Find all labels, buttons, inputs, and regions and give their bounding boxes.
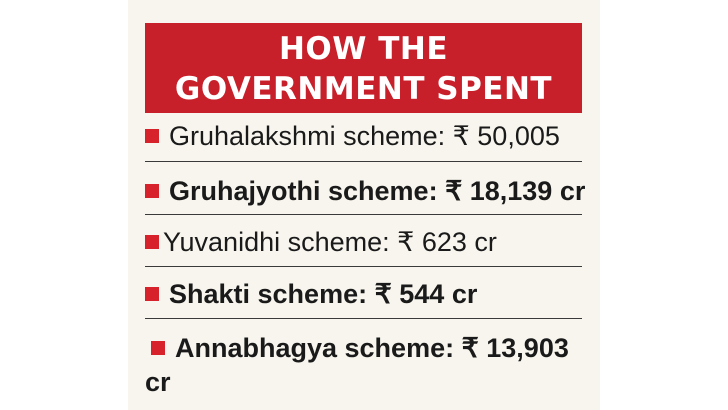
list-item-yuvanidhi: Yuvanidhi scheme: ₹ 623 cr (145, 226, 582, 258)
list-item-shakti: Shakti scheme: ₹ 544 cr (145, 278, 582, 310)
divider (145, 318, 582, 319)
list-item-label: Gruhalakshmi scheme: ₹ 50,005 (169, 121, 560, 151)
divider (145, 214, 582, 215)
red-square-bullet-icon (145, 286, 159, 301)
list-item-label: Annabhagya scheme: ₹ 13,903 (175, 333, 569, 363)
red-square-bullet-icon (145, 234, 159, 249)
list-item-gruhalakshmi: Gruhalakshmi scheme: ₹ 50,005 (145, 120, 582, 152)
infographic-header: HOW THE GOVERNMENT SPENT (145, 23, 582, 113)
list-item-annabhagya-continuation: cr (145, 366, 582, 398)
header-line-1: HOW THE (278, 31, 449, 67)
list-item-gruhajyothi: Gruhajyothi scheme: ₹ 18,139 cr (145, 175, 586, 207)
divider (145, 161, 582, 162)
divider (145, 266, 582, 267)
red-square-bullet-icon (151, 340, 165, 355)
list-item-label: Gruhajyothi scheme: ₹ 18,139 cr (169, 176, 586, 206)
red-square-bullet-icon (145, 128, 159, 143)
list-item-annabhagya: Annabhagya scheme: ₹ 13,903 (145, 332, 582, 364)
red-square-bullet-icon (145, 183, 159, 198)
header-line-2: GOVERNMENT SPENT (174, 71, 553, 107)
list-item-label-continuation: cr (145, 367, 171, 397)
list-item-label: Shakti scheme: ₹ 544 cr (169, 279, 478, 309)
top-strip (128, 0, 600, 22)
list-item-label: Yuvanidhi scheme: ₹ 623 cr (163, 227, 497, 257)
